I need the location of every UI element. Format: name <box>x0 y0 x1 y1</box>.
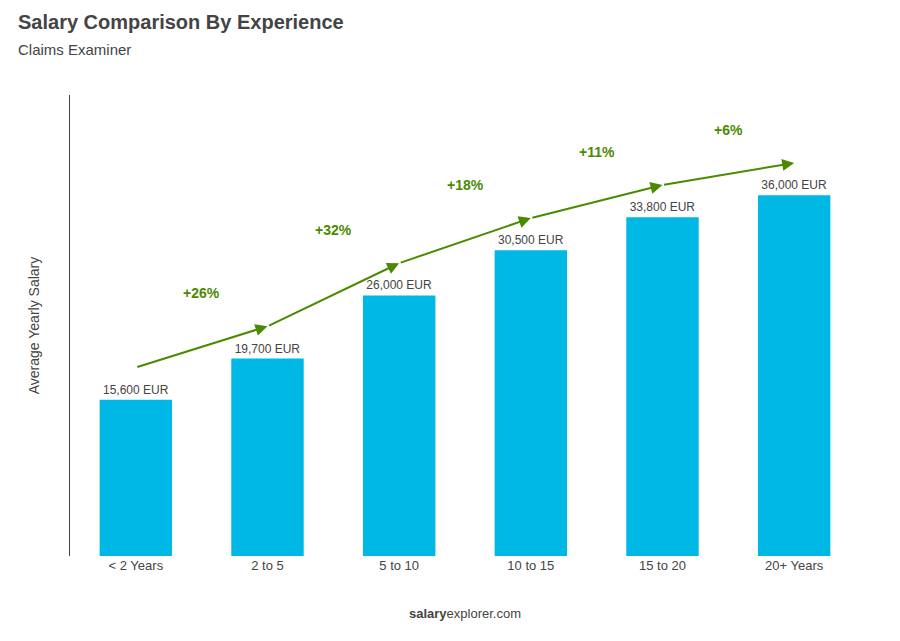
svg-text:Average Yearly Salary: Average Yearly Salary <box>26 257 42 395</box>
svg-text:+32%: +32% <box>315 222 352 238</box>
svg-text:15 to 20: 15 to 20 <box>639 558 686 573</box>
svg-text:Salary Comparison By Experienc: Salary Comparison By ExperienceClaims Ex… <box>18 11 344 58</box>
svg-text:10 to 15: 10 to 15 <box>507 558 554 573</box>
svg-text:5 to 10: 5 to 10 <box>379 558 419 573</box>
svg-text:+18%: +18% <box>447 177 484 193</box>
svg-text:19,700 EUR: 19,700 EUR <box>235 342 301 356</box>
svg-text:20+ Years: 20+ Years <box>765 558 824 573</box>
svg-text:+11%: +11% <box>579 144 615 160</box>
svg-text:26,000 EUR: 26,000 EUR <box>366 278 432 292</box>
svg-text:30,500 EUR: 30,500 EUR <box>498 233 564 247</box>
svg-text:15,600 EUR: 15,600 EUR <box>103 383 169 397</box>
svg-text:salaryexplorer.com: salaryexplorer.com <box>409 606 521 621</box>
svg-text:+26%: +26% <box>183 285 220 301</box>
svg-text:36,000 EUR: 36,000 EUR <box>761 178 827 192</box>
svg-text:+6%: +6% <box>714 122 743 138</box>
svg-text:< 2 Years: < 2 Years <box>109 558 164 573</box>
svg-text:33,800 EUR: 33,800 EUR <box>630 200 696 214</box>
svg-text:2 to 5: 2 to 5 <box>251 558 284 573</box>
